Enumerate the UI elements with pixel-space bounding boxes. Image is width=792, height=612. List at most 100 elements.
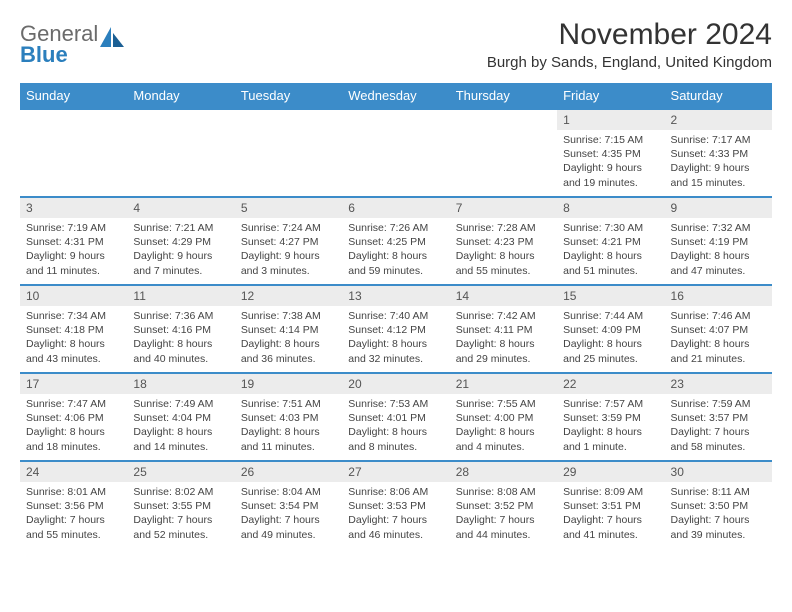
day-number: 13 (342, 286, 449, 306)
day-cell: 10Sunrise: 7:34 AMSunset: 4:18 PMDayligh… (20, 285, 127, 373)
day-body: Sunrise: 7:42 AMSunset: 4:11 PMDaylight:… (450, 306, 557, 370)
sunset-line: Sunset: 4:09 PM (563, 323, 658, 337)
week-row: 24Sunrise: 8:01 AMSunset: 3:56 PMDayligh… (20, 461, 772, 549)
day-cell: 8Sunrise: 7:30 AMSunset: 4:21 PMDaylight… (557, 197, 664, 285)
sunset-line: Sunset: 3:51 PM (563, 499, 658, 513)
daylight-line: Daylight: 8 hours and 51 minutes. (563, 249, 658, 277)
sunset-line: Sunset: 4:16 PM (133, 323, 228, 337)
day-number: 8 (557, 198, 664, 218)
day-cell: 26Sunrise: 8:04 AMSunset: 3:54 PMDayligh… (235, 461, 342, 549)
daylight-line: Daylight: 8 hours and 25 minutes. (563, 337, 658, 365)
sunset-line: Sunset: 4:01 PM (348, 411, 443, 425)
day-number: 9 (665, 198, 772, 218)
sunset-line: Sunset: 4:06 PM (26, 411, 121, 425)
sunrise-line: Sunrise: 8:04 AM (241, 485, 336, 499)
day-number: 20 (342, 374, 449, 394)
day-body: Sunrise: 7:19 AMSunset: 4:31 PMDaylight:… (20, 218, 127, 282)
day-number: 27 (342, 462, 449, 482)
daylight-line: Daylight: 8 hours and 1 minute. (563, 425, 658, 453)
day-cell: 30Sunrise: 8:11 AMSunset: 3:50 PMDayligh… (665, 461, 772, 549)
day-cell: 5Sunrise: 7:24 AMSunset: 4:27 PMDaylight… (235, 197, 342, 285)
day-body: Sunrise: 7:17 AMSunset: 4:33 PMDaylight:… (665, 130, 772, 194)
day-body: Sunrise: 8:01 AMSunset: 3:56 PMDaylight:… (20, 482, 127, 546)
sunrise-line: Sunrise: 7:42 AM (456, 309, 551, 323)
daylight-line: Daylight: 8 hours and 32 minutes. (348, 337, 443, 365)
day-number: 4 (127, 198, 234, 218)
daylight-line: Daylight: 8 hours and 4 minutes. (456, 425, 551, 453)
sunset-line: Sunset: 4:12 PM (348, 323, 443, 337)
day-number: 15 (557, 286, 664, 306)
daylight-line: Daylight: 8 hours and 18 minutes. (26, 425, 121, 453)
day-body: Sunrise: 7:32 AMSunset: 4:19 PMDaylight:… (665, 218, 772, 282)
sunset-line: Sunset: 4:11 PM (456, 323, 551, 337)
day-body: Sunrise: 8:04 AMSunset: 3:54 PMDaylight:… (235, 482, 342, 546)
sunrise-line: Sunrise: 7:21 AM (133, 221, 228, 235)
logo-word2: Blue (20, 45, 98, 66)
day-body: Sunrise: 7:36 AMSunset: 4:16 PMDaylight:… (127, 306, 234, 370)
sunset-line: Sunset: 4:31 PM (26, 235, 121, 249)
sunrise-line: Sunrise: 7:59 AM (671, 397, 766, 411)
daylight-line: Daylight: 8 hours and 11 minutes. (241, 425, 336, 453)
sunset-line: Sunset: 3:54 PM (241, 499, 336, 513)
day-number: 11 (127, 286, 234, 306)
sunset-line: Sunset: 3:52 PM (456, 499, 551, 513)
day-cell (342, 109, 449, 197)
day-cell: 24Sunrise: 8:01 AMSunset: 3:56 PMDayligh… (20, 461, 127, 549)
sunrise-line: Sunrise: 8:09 AM (563, 485, 658, 499)
day-body: Sunrise: 7:34 AMSunset: 4:18 PMDaylight:… (20, 306, 127, 370)
day-cell (450, 109, 557, 197)
sunrise-line: Sunrise: 8:01 AM (26, 485, 121, 499)
daylight-line: Daylight: 8 hours and 47 minutes. (671, 249, 766, 277)
daylight-line: Daylight: 8 hours and 55 minutes. (456, 249, 551, 277)
week-row: 10Sunrise: 7:34 AMSunset: 4:18 PMDayligh… (20, 285, 772, 373)
sunrise-line: Sunrise: 8:11 AM (671, 485, 766, 499)
day-number: 30 (665, 462, 772, 482)
sunset-line: Sunset: 3:57 PM (671, 411, 766, 425)
day-body: Sunrise: 7:44 AMSunset: 4:09 PMDaylight:… (557, 306, 664, 370)
day-number: 17 (20, 374, 127, 394)
daylight-line: Daylight: 9 hours and 11 minutes. (26, 249, 121, 277)
page-title: November 2024 (487, 18, 772, 52)
col-thu: Thursday (450, 83, 557, 109)
day-number: 25 (127, 462, 234, 482)
day-number: 5 (235, 198, 342, 218)
daylight-line: Daylight: 8 hours and 43 minutes. (26, 337, 121, 365)
day-cell: 25Sunrise: 8:02 AMSunset: 3:55 PMDayligh… (127, 461, 234, 549)
day-cell: 22 Sunrise: 7:57 AMSunset: 3:59 PMDayligh… (557, 373, 664, 461)
sunrise-line: Sunrise: 7:38 AM (241, 309, 336, 323)
day-number: 6 (342, 198, 449, 218)
sunrise-line: Sunrise: 7:17 AM (671, 133, 766, 147)
sail-icon (100, 27, 126, 49)
sunrise-line: Sunrise: 7:55 AM (456, 397, 551, 411)
day-cell (127, 109, 234, 197)
day-body: Sunrise: 7:28 AMSunset: 4:23 PMDaylight:… (450, 218, 557, 282)
sunset-line: Sunset: 3:59 PM (563, 411, 658, 425)
sunset-line: Sunset: 3:53 PM (348, 499, 443, 513)
day-number: 14 (450, 286, 557, 306)
day-header-row: Sunday Monday Tuesday Wednesday Thursday… (20, 83, 772, 109)
day-cell: 17Sunrise: 7:47 AMSunset: 4:06 PMDayligh… (20, 373, 127, 461)
day-number: 22 (557, 374, 664, 394)
sunset-line: Sunset: 4:27 PM (241, 235, 336, 249)
sunrise-line: Sunrise: 7:24 AM (241, 221, 336, 235)
day-number: 26 (235, 462, 342, 482)
day-body: Sunrise: 7:47 AMSunset: 4:06 PMDaylight:… (20, 394, 127, 458)
col-sun: Sunday (20, 83, 127, 109)
day-cell: 4Sunrise: 7:21 AMSunset: 4:29 PMDaylight… (127, 197, 234, 285)
sunrise-line: Sunrise: 7:57 AM (563, 397, 658, 411)
day-cell: 16Sunrise: 7:46 AMSunset: 4:07 PMDayligh… (665, 285, 772, 373)
daylight-line: Daylight: 8 hours and 59 minutes. (348, 249, 443, 277)
day-body: Sunrise: 7:55 AMSunset: 4:00 PMDaylight:… (450, 394, 557, 458)
day-body: Sunrise: 8:08 AMSunset: 3:52 PMDaylight:… (450, 482, 557, 546)
col-mon: Monday (127, 83, 234, 109)
sunset-line: Sunset: 4:07 PM (671, 323, 766, 337)
sunrise-line: Sunrise: 7:53 AM (348, 397, 443, 411)
sunset-line: Sunset: 4:14 PM (241, 323, 336, 337)
day-cell: 2Sunrise: 7:17 AMSunset: 4:33 PMDaylight… (665, 109, 772, 197)
day-number: 12 (235, 286, 342, 306)
day-number: 1 (557, 110, 664, 130)
logo: General Blue (20, 24, 126, 66)
day-number: 3 (20, 198, 127, 218)
sunrise-line: Sunrise: 8:02 AM (133, 485, 228, 499)
day-body: Sunrise: 7:49 AMSunset: 4:04 PMDaylight:… (127, 394, 234, 458)
